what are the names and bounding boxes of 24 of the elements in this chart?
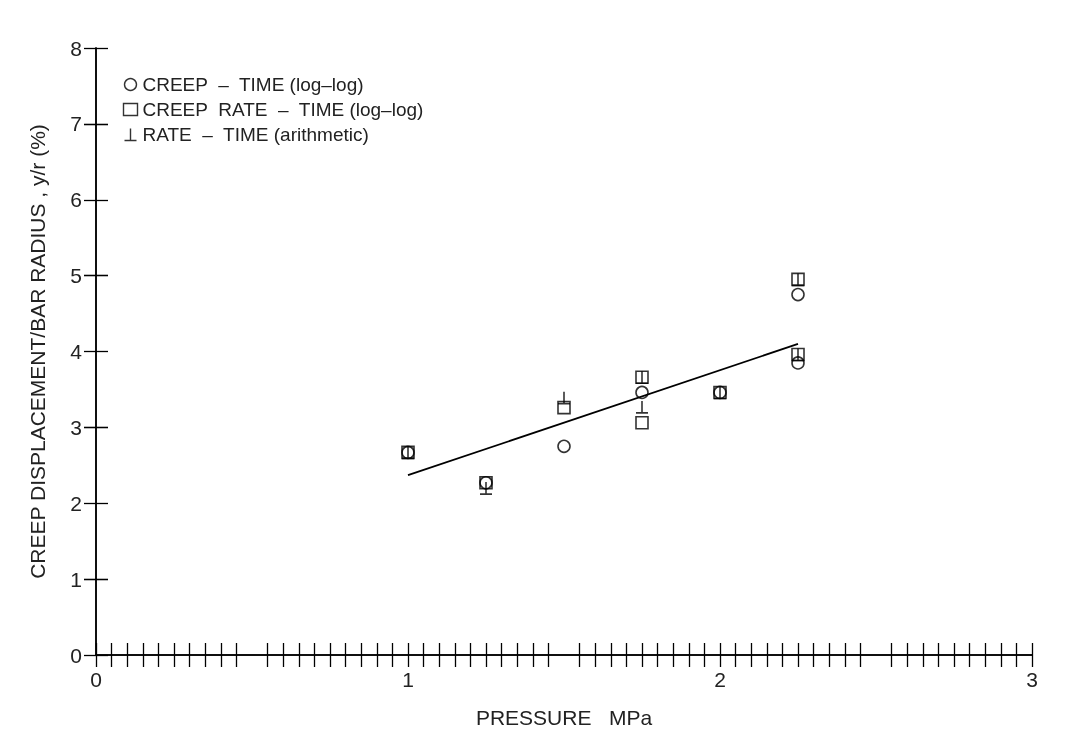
y-tick-label: 4 (70, 340, 83, 363)
y-tick-label: 1 (70, 567, 82, 591)
legend-label: CREEP – TIME (log–log) (142, 74, 364, 95)
y-tick-label: 6 (70, 188, 82, 212)
x-axis-title: PRESSURE MPa (475, 706, 653, 729)
x-tick-label: 1 (402, 668, 414, 691)
point (635, 385, 649, 400)
point (557, 400, 571, 415)
x-tick-label: 2 (714, 668, 726, 691)
y-tick-label: 2 (70, 491, 82, 515)
point (791, 287, 805, 302)
y-tick-label: 8 (70, 36, 82, 60)
legend-label: RATE – TIME (arithmetic) (142, 124, 369, 145)
y-tick-label: 5 (70, 264, 82, 288)
point (557, 439, 571, 454)
x-tick-label: 0 (90, 668, 102, 691)
point (635, 416, 649, 430)
y-tick-label: 3 (70, 415, 82, 439)
legend-label: CREEP RATE – TIME (log–log) (142, 99, 424, 120)
y-tick-label: 0 (70, 643, 82, 667)
y-axis-title: CREEP DISPLACEMENT/BAR RADIUS , y/r (%) (26, 124, 49, 579)
y-tick-label: 7 (70, 112, 82, 136)
point (791, 356, 805, 370)
x-tick-label: 3 (1026, 668, 1038, 691)
